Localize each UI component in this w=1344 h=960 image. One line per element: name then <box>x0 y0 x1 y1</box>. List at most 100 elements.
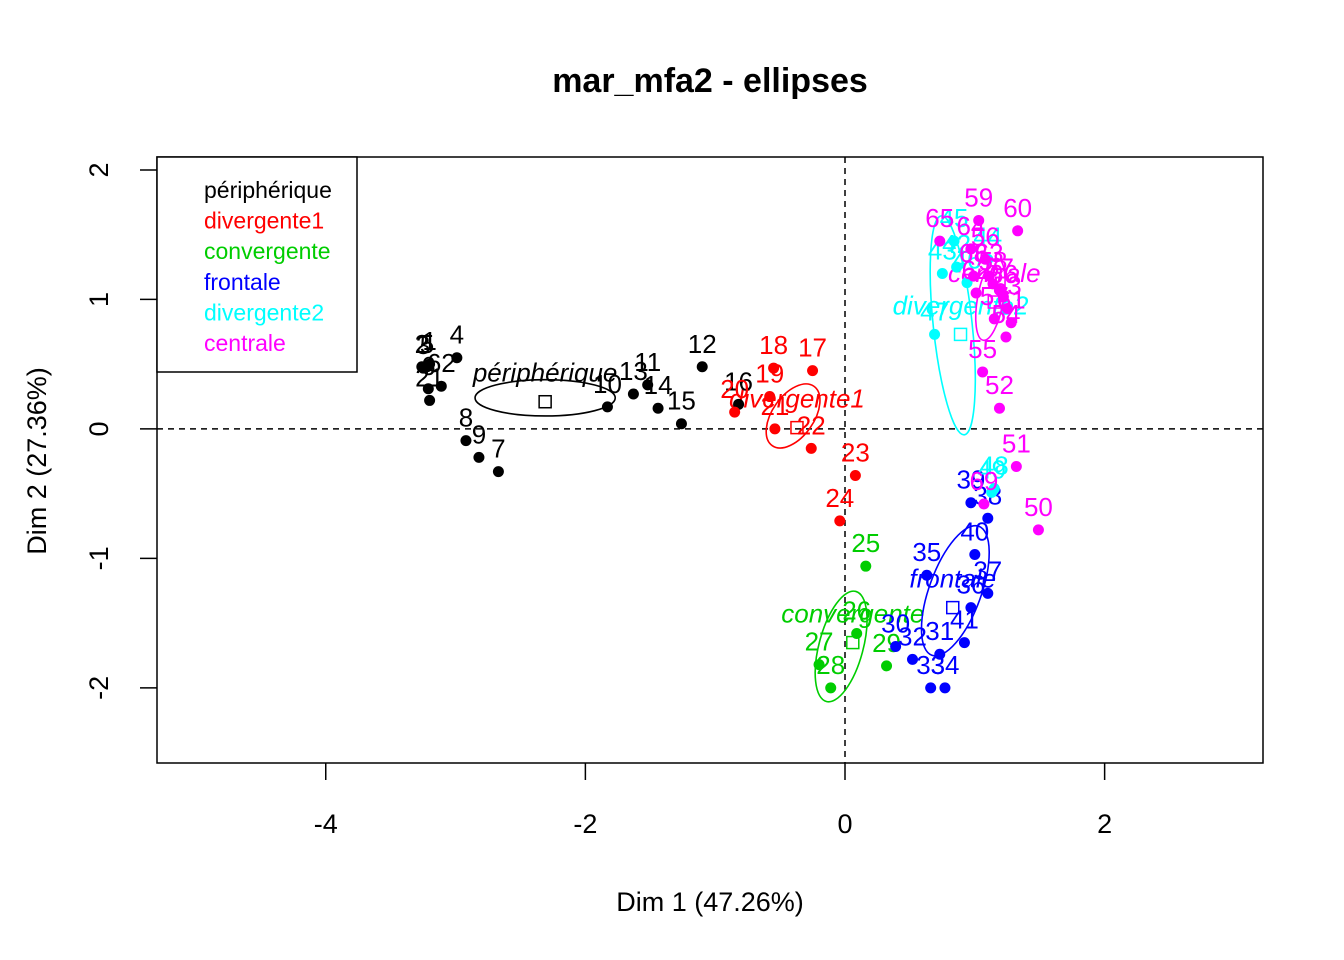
point-label: 60 <box>1003 193 1032 223</box>
data-point <box>925 682 937 694</box>
data-point <box>768 362 780 374</box>
data-point <box>993 284 1005 296</box>
data-point <box>934 235 946 247</box>
data-point <box>890 640 902 652</box>
data-point <box>965 497 977 509</box>
point-label: 20 <box>720 374 749 404</box>
data-point <box>601 401 613 413</box>
data-point <box>958 637 970 649</box>
point-label: 51 <box>1002 428 1031 458</box>
x-tick-label: -2 <box>573 809 597 839</box>
point-label: 22 <box>797 410 826 440</box>
point-label: 69 <box>969 466 998 496</box>
point-label: 35 <box>912 537 941 567</box>
point-label: 5 <box>420 329 434 359</box>
point-label: 48 <box>980 450 1009 480</box>
x-tick-label: 0 <box>837 809 852 839</box>
data-point <box>881 660 893 672</box>
point-label: 58 <box>979 246 1008 276</box>
data-point <box>421 361 433 373</box>
data-point <box>977 366 989 378</box>
x-axis-label: Dim 1 (47.26%) <box>616 887 804 917</box>
y-tick-label: 2 <box>84 162 114 177</box>
point-label: 55 <box>968 334 997 364</box>
data-point <box>813 659 825 671</box>
legend-entry: centrale <box>204 330 286 356</box>
legend-entry: périphérique <box>204 177 332 203</box>
confidence-ellipse <box>929 215 977 436</box>
data-point <box>983 270 995 282</box>
point-label: 30 <box>881 608 910 638</box>
point-label: 24 <box>825 483 854 513</box>
data-point <box>1000 331 1012 343</box>
point-label: 4 <box>450 320 464 350</box>
point-label: 10 <box>593 369 622 399</box>
data-point <box>1012 225 1024 237</box>
data-point <box>627 388 639 400</box>
confidence-ellipse <box>765 383 821 449</box>
confidence-ellipse <box>814 590 868 703</box>
point-label: 28 <box>816 650 845 680</box>
group-label: convergente <box>781 599 924 629</box>
point-label: 31 <box>925 616 954 646</box>
plot-frame <box>156 156 1264 764</box>
data-point <box>993 402 1005 414</box>
x-tick-label: 2 <box>1097 809 1112 839</box>
point-label: 16 <box>724 366 753 396</box>
data-point <box>849 470 861 482</box>
point-label: 27 <box>805 627 834 657</box>
point-label: 39 <box>956 465 985 495</box>
data-point <box>936 268 948 280</box>
data-point <box>948 235 960 247</box>
point-label: 64 <box>956 211 985 241</box>
legend-entry: divergente1 <box>204 208 324 234</box>
point-label: 36 <box>956 570 985 600</box>
point-label: 45 <box>940 203 969 233</box>
data-point <box>473 451 485 463</box>
point-label: 1 <box>422 326 436 356</box>
data-point <box>965 602 977 614</box>
data-point <box>1001 303 1013 314</box>
point-label: 37 <box>973 555 1002 585</box>
chart-title: mar_mfa2 - ellipses <box>552 62 868 100</box>
group-centroid-marker <box>987 295 1002 309</box>
point-label: 68 <box>959 238 988 268</box>
group-label: périphérique <box>472 358 618 388</box>
point-label: 12 <box>688 329 717 359</box>
point-label: 14 <box>644 370 673 400</box>
data-point <box>970 287 982 299</box>
point-label: 23 <box>841 438 870 468</box>
data-point <box>982 512 994 524</box>
point-label: 49 <box>977 454 1006 484</box>
data-point <box>929 328 941 340</box>
point-label: 15 <box>667 386 696 416</box>
data-point <box>851 628 863 640</box>
data-point <box>965 243 977 255</box>
point-label: 8 <box>459 403 473 433</box>
point-label: 66 <box>989 259 1018 289</box>
y-tick-label: -1 <box>84 546 114 570</box>
data-point <box>979 253 991 265</box>
data-point <box>973 214 985 226</box>
data-point <box>939 682 951 694</box>
data-point <box>1005 317 1017 329</box>
data-point <box>805 442 817 454</box>
y-axis-label: Dim 2 (27.36%) <box>22 367 52 555</box>
y-tick-label: 1 <box>84 292 114 307</box>
data-point <box>825 682 837 694</box>
point-label: 52 <box>985 370 1014 400</box>
data-point <box>422 383 434 395</box>
y-tick-label: 0 <box>84 421 114 436</box>
data-point <box>696 361 708 373</box>
data-point <box>424 394 436 406</box>
point-label: 9 <box>472 419 486 449</box>
point-label: 33 <box>916 650 945 680</box>
point-label: 40 <box>960 517 989 547</box>
group-centroid-marker <box>945 600 960 615</box>
point-label: 65 <box>925 203 954 233</box>
data-point <box>934 648 946 660</box>
point-label: 34 <box>930 650 959 680</box>
data-point <box>969 549 981 561</box>
legend-box <box>156 156 358 373</box>
